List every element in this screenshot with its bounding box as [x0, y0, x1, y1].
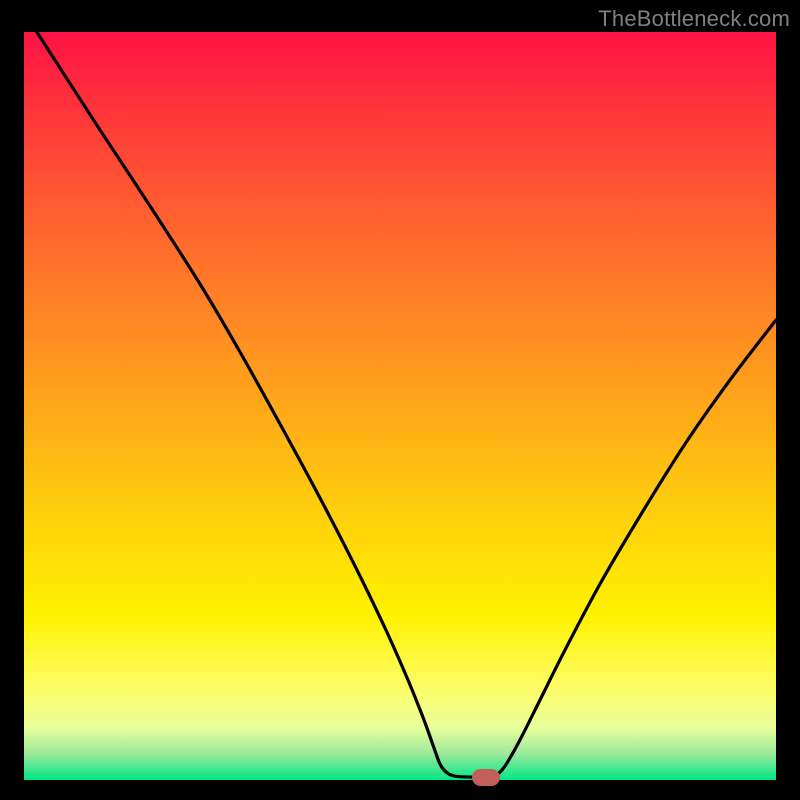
frame-border-right [776, 0, 800, 800]
optimum-marker [472, 769, 500, 786]
watermark-text: TheBottleneck.com [598, 6, 790, 32]
chart-frame: TheBottleneck.com [0, 0, 800, 800]
bottleneck-curve [0, 0, 800, 800]
frame-border-bottom [0, 780, 800, 800]
frame-border-left [0, 0, 24, 800]
